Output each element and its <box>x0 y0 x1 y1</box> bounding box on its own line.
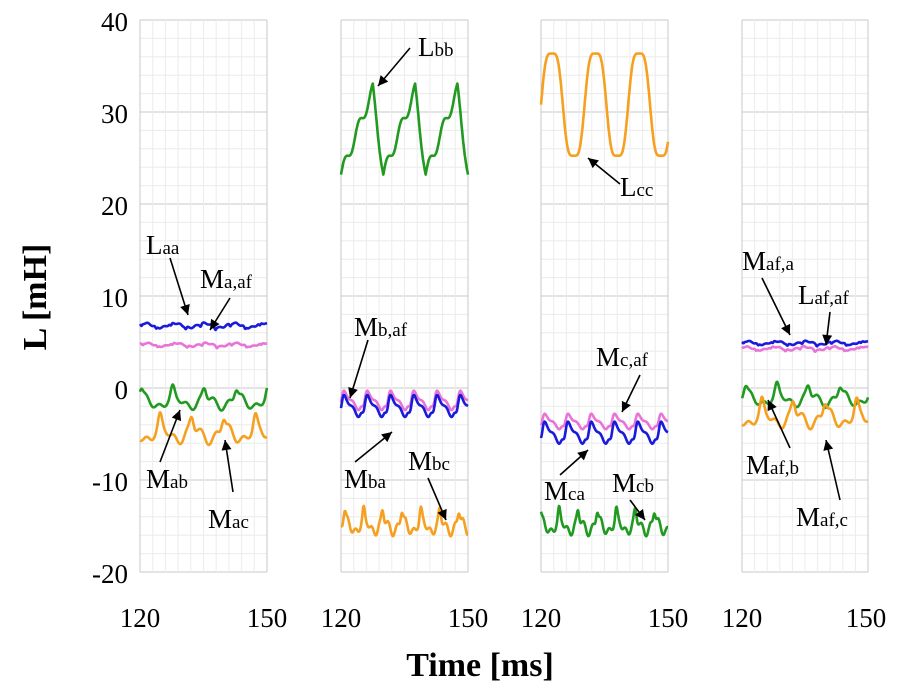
panel-4-grid <box>741 19 869 573</box>
leader-maf-c <box>825 439 841 501</box>
y-tick-label: 10 <box>101 283 128 313</box>
x-tick-label-panel2-start: 120 <box>321 603 362 633</box>
x-tick-label-panel3-start: 120 <box>521 603 562 633</box>
label-lbb: Lbb <box>418 32 454 62</box>
series-line-panel1-ma-af <box>139 341 268 350</box>
x-axis-title: Time [ms] <box>406 647 554 684</box>
label-mb-af: Mb,af <box>354 312 408 342</box>
arrowhead <box>180 303 190 315</box>
y-axis-title: L [mH] <box>17 244 54 351</box>
leader-maf-a <box>761 277 791 336</box>
label-mab: Mab <box>146 464 188 494</box>
x-tick-labels: 120 150 120 150 120 150 120 150 <box>120 603 887 633</box>
label-mba: Mba <box>344 464 387 494</box>
y-tick-label: -10 <box>92 467 128 497</box>
y-tick-label: 0 <box>115 375 129 405</box>
series-layer <box>138 52 870 538</box>
x-tick-label-panel1-start: 120 <box>120 603 161 633</box>
arrowhead <box>588 158 599 169</box>
x-tick-label-panel2-end: 150 <box>448 603 489 633</box>
series-line-panel3-mc-af <box>539 412 669 431</box>
label-mbc: Mbc <box>408 446 450 476</box>
label-laa: Laa <box>146 230 180 260</box>
arrowhead <box>635 509 645 520</box>
panel-2-grid <box>340 19 469 573</box>
x-tick-label-panel1-end: 150 <box>247 603 288 633</box>
series-line-panel4-maf-a <box>741 339 869 348</box>
x-tick-label-panel4-end: 150 <box>846 603 887 633</box>
y-tick-label: 40 <box>101 7 128 37</box>
arrowhead <box>171 410 182 422</box>
arrowhead <box>577 450 588 461</box>
panel-3-grid <box>540 19 669 573</box>
y-tick-label: 20 <box>101 191 128 221</box>
x-tick-label-panel4-start: 120 <box>722 603 763 633</box>
series-line-panel2-mbc <box>340 504 469 538</box>
arrowhead <box>437 508 447 520</box>
series-line-panel2-mba <box>339 393 469 419</box>
series-line-panel1-mac <box>139 411 268 447</box>
series-line-panel3-mcb <box>539 504 669 538</box>
x-tick-label-panel3-end: 150 <box>648 603 689 633</box>
arrowhead <box>823 440 834 451</box>
series-line-panel2-lbb <box>339 82 470 176</box>
label-ma-af: Ma,af <box>200 264 253 294</box>
arrowhead <box>221 440 232 451</box>
arrowhead <box>378 75 389 86</box>
leader-mb-af <box>349 339 369 399</box>
label-mcb: Mcb <box>612 468 654 498</box>
series-line-panel1-laa <box>138 321 268 332</box>
label-laf-af: Laf,af <box>798 280 849 310</box>
arrowhead <box>621 400 631 412</box>
label-lcc: Lcc <box>620 172 653 202</box>
label-maf-a: Maf,a <box>742 246 795 276</box>
series-line-panel3-mca <box>539 420 669 446</box>
y-tick-label: -20 <box>92 559 128 589</box>
annotation-labels: Laa Ma,af Mab Mac Lbb Mb,af Mba Mbc Lcc … <box>146 32 849 534</box>
arrowhead <box>348 386 358 398</box>
label-mac: Mac <box>208 504 249 534</box>
arrowhead <box>210 318 220 330</box>
series-line-panel2-mb-af <box>339 389 469 412</box>
label-maf-b: Maf,b <box>746 450 799 480</box>
y-tick-labels: 40 30 20 10 0 -10 -20 <box>92 7 128 589</box>
arrowhead <box>381 432 392 443</box>
panel-grids <box>139 19 869 573</box>
series-line-panel3-lcc <box>539 52 670 157</box>
annotation-leaders <box>159 47 841 521</box>
series-line-panel1-mab <box>138 383 269 412</box>
arrowhead <box>767 400 777 412</box>
arrowhead <box>781 323 791 335</box>
label-mca: Mca <box>544 476 585 506</box>
panel-1-grid <box>139 19 268 573</box>
label-maf-c: Maf,c <box>796 502 848 532</box>
label-mc-af: Mc,af <box>596 342 649 372</box>
series-line-panel4-laf-af <box>741 344 869 354</box>
arrowhead <box>822 334 833 345</box>
series-line-panel4-maf-c <box>741 395 869 431</box>
y-tick-label: 30 <box>101 99 128 129</box>
